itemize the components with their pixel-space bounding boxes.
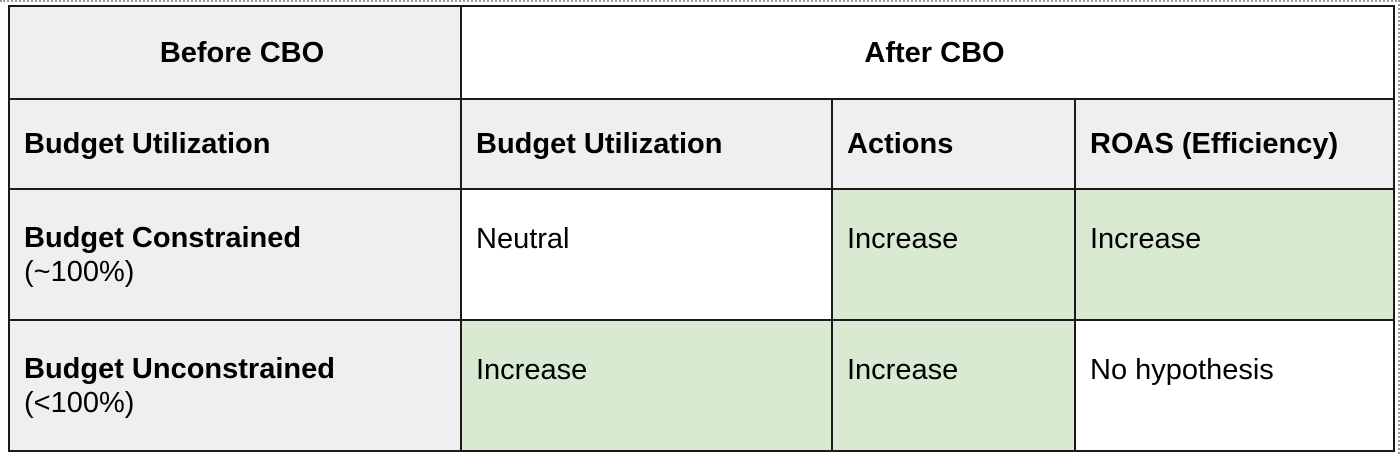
row-label-title: Budget Unconstrained — [24, 352, 335, 385]
cell-value: Neutral — [476, 222, 570, 255]
cell-value: Increase — [1090, 222, 1202, 255]
subheader-row: Budget Utilization Budget Utilization Ac… — [8, 98, 1396, 190]
cell-budget-utilization: Increase — [460, 319, 833, 452]
row-label-budget-constrained: Budget Constrained (~100%) — [8, 188, 462, 321]
cell-value: Increase — [476, 353, 588, 386]
cell-actions: Increase — [831, 188, 1076, 321]
table-row: Budget Constrained (~100%) Neutral Incre… — [8, 188, 1396, 321]
subheader-after-budget-utilization: Budget Utilization — [460, 98, 833, 190]
cell-budget-utilization: Neutral — [460, 188, 833, 321]
header-row: Before CBO After CBO — [8, 5, 1396, 100]
table-row: Budget Unconstrained (<100%) Increase In… — [8, 319, 1396, 452]
row-label-title: Budget Constrained — [24, 221, 302, 254]
cell-roas: No hypothesis — [1073, 319, 1396, 452]
row-label-budget-unconstrained: Budget Unconstrained (<100%) — [8, 319, 462, 452]
cell-actions: Increase — [831, 319, 1076, 452]
row-label-sublabel: (~100%) — [24, 255, 135, 288]
header-before-cbo: Before CBO — [8, 5, 462, 100]
cell-value: Increase — [847, 353, 959, 386]
row-label-sublabel: (<100%) — [24, 386, 135, 419]
subheader-after-actions: Actions — [831, 98, 1076, 190]
subheader-before-budget-utilization: Budget Utilization — [8, 98, 462, 190]
cbo-hypothesis-table: Before CBO After CBO Budget Utilization … — [8, 5, 1396, 452]
cell-value: No hypothesis — [1090, 353, 1274, 386]
subheader-after-roas: ROAS (Efficiency) — [1073, 98, 1396, 190]
header-after-cbo: After CBO — [459, 5, 1396, 100]
cell-roas: Increase — [1073, 188, 1396, 321]
cell-value: Increase — [847, 222, 959, 255]
